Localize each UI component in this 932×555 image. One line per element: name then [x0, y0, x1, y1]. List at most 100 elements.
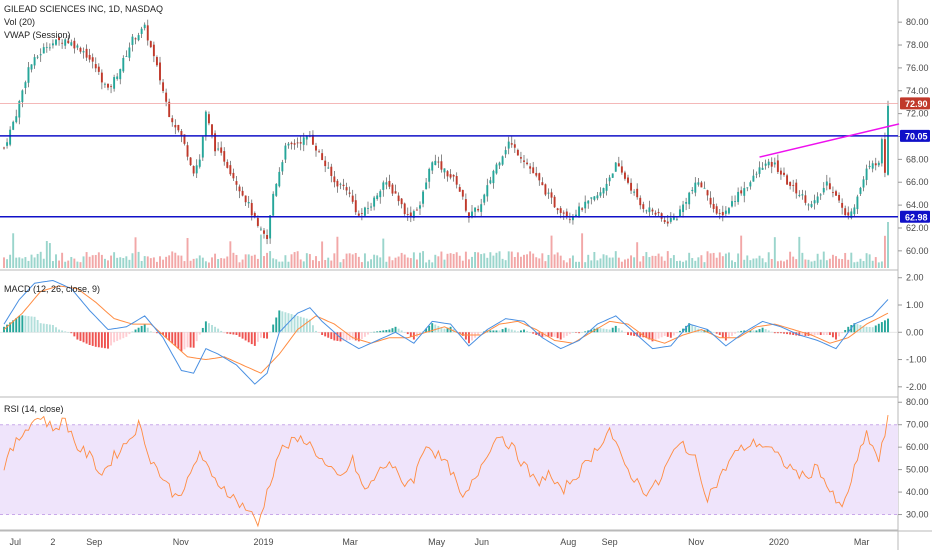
macd-tick-label: 2.00: [906, 273, 924, 283]
candle-body: [847, 212, 850, 216]
volume-bar: [467, 259, 470, 268]
candle-body: [269, 215, 272, 239]
volume-bar: [853, 262, 856, 268]
macd-histogram-bar: [752, 330, 755, 333]
volume-bar: [207, 262, 210, 268]
volume-bar: [642, 256, 645, 268]
price-tag: [900, 97, 930, 110]
volume-bar: [428, 259, 431, 268]
candle-body: [85, 48, 88, 58]
macd-histogram-bar: [816, 332, 819, 335]
candle-body: [535, 172, 538, 176]
volume-bar: [783, 261, 785, 268]
volume-bar: [703, 262, 706, 268]
price-tag-label: 70.05: [905, 131, 928, 141]
rsi-tick-label: 40.00: [906, 487, 929, 497]
candle-body: [125, 56, 128, 57]
candle-body: [24, 82, 27, 89]
macd-histogram-bar: [446, 327, 449, 333]
candle-body: [409, 212, 412, 217]
volume-bar: [712, 252, 715, 268]
macd-histogram-bar: [495, 330, 498, 333]
candle-body: [593, 196, 596, 200]
candle-body: [602, 188, 605, 194]
price-tick-label: 66.00: [906, 177, 929, 187]
volume-bar: [119, 257, 122, 268]
macd-histogram-bar: [559, 332, 562, 340]
volume-bar: [630, 255, 633, 268]
candle-body: [703, 187, 706, 189]
volume-bar: [201, 257, 204, 268]
candle-body: [275, 184, 278, 196]
candle-body: [336, 180, 339, 187]
volume-bar: [584, 262, 587, 268]
price-tick-label: 72.00: [906, 109, 929, 119]
macd-histogram-bar: [85, 332, 88, 344]
macd-histogram-bar: [9, 322, 12, 333]
candle-body: [721, 211, 724, 216]
volume-bar: [727, 252, 730, 268]
macd-histogram-bar: [550, 332, 553, 337]
trend-line[interactable]: [759, 123, 900, 158]
volume-bar: [321, 241, 324, 268]
macd-histogram-bar: [627, 332, 629, 335]
candle-body: [816, 196, 819, 203]
candle-body: [523, 160, 525, 162]
macd-histogram-bar: [798, 332, 801, 336]
candle-body: [825, 181, 828, 186]
candle-body: [614, 162, 617, 172]
volume-bar: [700, 255, 703, 268]
candle-body: [743, 188, 746, 196]
volume-bar: [556, 252, 559, 268]
candle-body: [883, 139, 886, 173]
volume-bar: [795, 259, 798, 268]
macd-histogram-bar: [764, 329, 767, 333]
macd-histogram-bar: [333, 332, 336, 341]
candle-body: [425, 182, 428, 190]
volume-bar: [107, 260, 109, 268]
candle-body: [229, 165, 232, 175]
volume-bar: [706, 251, 709, 268]
candle-body: [146, 25, 149, 41]
macd-histogram-bar: [712, 332, 715, 333]
macd-histogram-bar: [611, 327, 614, 333]
candle-body: [666, 221, 669, 224]
candle-body: [434, 160, 437, 166]
macd-histogram-bar: [608, 329, 611, 333]
macd-histogram-bar: [278, 310, 281, 333]
macd-histogram-bar: [168, 332, 171, 341]
volume-bar: [238, 262, 241, 268]
candle-body: [461, 190, 464, 197]
macd-histogram-bar: [116, 332, 119, 341]
candle-body: [94, 64, 97, 69]
volume-bar: [446, 253, 449, 268]
macd-histogram-bar: [822, 332, 825, 335]
macd-histogram-bar: [743, 330, 746, 333]
volume-bar: [623, 259, 626, 268]
candle-body: [431, 162, 434, 171]
volume-bar: [88, 256, 91, 268]
macd-histogram-bar: [575, 332, 577, 333]
candle-body: [354, 200, 357, 213]
candle-body: [880, 139, 883, 164]
volume-bar: [379, 257, 382, 268]
volume-bar: [810, 261, 813, 268]
candle-body: [764, 163, 767, 166]
volume-bar: [501, 258, 504, 268]
macd-histogram-bar: [865, 326, 868, 333]
macd-histogram-bar: [394, 326, 397, 333]
volume-bar: [152, 257, 155, 268]
volume-bar: [100, 254, 103, 268]
macd-histogram-bar: [263, 332, 265, 339]
volume-bar: [507, 251, 510, 268]
candle-body: [345, 187, 348, 191]
candle-body: [651, 209, 654, 212]
volume-bar: [568, 258, 571, 268]
volume-bar: [541, 253, 544, 268]
candle-body: [578, 206, 581, 217]
volume-bar: [61, 252, 64, 268]
price-tick-label: 74.00: [906, 86, 929, 96]
volume-bar: [391, 260, 394, 268]
